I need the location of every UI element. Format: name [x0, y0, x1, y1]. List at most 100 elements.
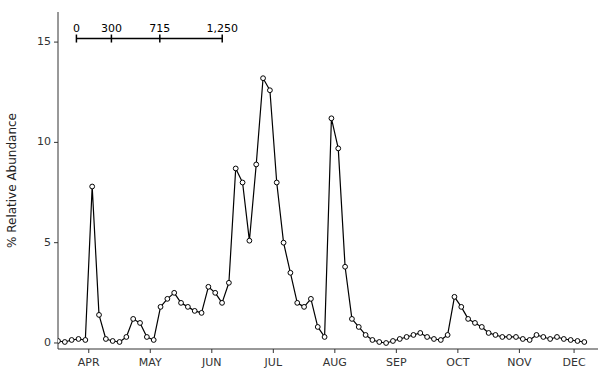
point — [206, 284, 211, 289]
point — [247, 238, 252, 243]
scale-bar-tick — [111, 35, 113, 43]
point — [452, 294, 457, 299]
point — [459, 304, 464, 309]
point — [309, 296, 314, 301]
point — [124, 335, 129, 340]
x-tick-label: MAY — [139, 356, 162, 369]
point — [97, 312, 102, 317]
point — [83, 338, 88, 343]
point — [343, 264, 348, 269]
point — [281, 240, 286, 245]
x-tick — [334, 349, 335, 353]
point — [226, 280, 231, 285]
point — [391, 339, 396, 344]
point — [432, 337, 437, 342]
x-tick-label: JUN — [201, 356, 222, 369]
x-tick-label: SEP — [386, 356, 407, 369]
y-tick — [54, 142, 58, 143]
point — [425, 335, 430, 340]
point — [411, 333, 416, 338]
point — [561, 337, 566, 342]
point — [397, 337, 402, 342]
point — [165, 296, 170, 301]
point — [117, 340, 122, 345]
point — [58, 339, 60, 344]
point — [110, 339, 115, 344]
point — [486, 331, 491, 336]
point — [62, 340, 67, 345]
point — [90, 184, 95, 189]
point — [138, 321, 143, 326]
point — [336, 146, 341, 151]
point — [103, 337, 108, 342]
y-tick — [54, 242, 58, 243]
point — [179, 300, 184, 305]
point — [144, 335, 149, 340]
point — [322, 335, 327, 340]
y-axis-line — [58, 12, 59, 349]
point — [548, 337, 553, 342]
point — [377, 340, 382, 345]
scale-bar-tick — [76, 35, 78, 43]
point — [302, 304, 307, 309]
point — [363, 333, 368, 338]
point — [520, 337, 525, 342]
scale-bar-label: 715 — [149, 22, 170, 35]
point — [192, 308, 197, 313]
point — [534, 333, 539, 338]
point — [473, 321, 478, 326]
point — [199, 310, 204, 315]
line — [58, 78, 584, 343]
point — [493, 333, 498, 338]
scale-bar — [76, 38, 222, 40]
point — [69, 338, 74, 343]
scale-bar-label: 300 — [101, 22, 122, 35]
point — [568, 338, 573, 343]
series — [58, 76, 587, 346]
scale-bar-label: 0 — [73, 22, 80, 35]
point — [240, 180, 245, 185]
x-tick-label: NOV — [507, 356, 532, 369]
scale-bar-label: 1,250 — [206, 22, 238, 35]
scale-bar-tick — [221, 35, 223, 43]
x-tick — [88, 349, 89, 353]
point — [185, 304, 190, 309]
point — [527, 338, 532, 343]
point — [220, 300, 225, 305]
point — [500, 335, 505, 340]
point — [274, 180, 279, 185]
x-tick — [150, 349, 151, 353]
y-tick-label: 5 — [44, 236, 51, 249]
point — [158, 304, 163, 309]
y-tick-label: 15 — [37, 35, 51, 48]
point — [370, 338, 375, 343]
point — [466, 317, 471, 322]
point — [254, 162, 259, 167]
y-tick — [54, 342, 58, 343]
point — [172, 290, 177, 295]
point — [575, 339, 580, 344]
point — [438, 338, 443, 343]
y-axis-label: % Relative Abundance — [5, 113, 19, 248]
point — [507, 335, 512, 340]
point — [356, 325, 361, 330]
x-tick-label: OCT — [446, 356, 469, 369]
point — [541, 335, 546, 340]
scale-bar-tick — [159, 35, 161, 43]
point — [514, 335, 519, 340]
point — [404, 335, 409, 340]
point — [329, 116, 334, 121]
x-tick — [211, 349, 212, 353]
point — [479, 325, 484, 330]
y-tick-label: 10 — [37, 135, 51, 148]
point — [213, 290, 218, 295]
point — [555, 335, 560, 340]
x-tick — [396, 349, 397, 353]
point — [261, 76, 266, 81]
point — [445, 333, 450, 338]
point — [418, 331, 423, 336]
x-tick — [574, 349, 575, 353]
x-tick — [519, 349, 520, 353]
point — [350, 317, 355, 322]
x-tick — [273, 349, 274, 353]
